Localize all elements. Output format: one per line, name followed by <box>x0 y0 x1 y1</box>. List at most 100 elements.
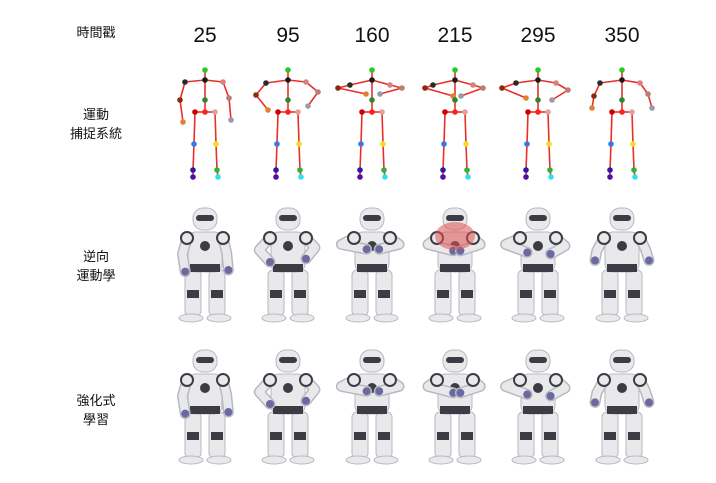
robot-chest-button <box>283 383 293 393</box>
robot-hand-right <box>266 258 274 266</box>
robot-knee-left <box>628 432 640 440</box>
joint-hip-l <box>462 109 468 115</box>
timestamp-350: 350 <box>604 24 640 47</box>
robot-shoulder-right <box>347 231 361 245</box>
joint-torso <box>535 97 541 103</box>
robot-hand-left <box>224 408 233 416</box>
timestamp-295: 295 <box>520 24 556 47</box>
skeleton-bone <box>548 143 551 171</box>
joint-foot-r <box>357 174 363 180</box>
robot-hand-left <box>645 398 653 407</box>
timestamp-215: 215 <box>437 24 473 47</box>
joint-wrist-l <box>228 117 234 123</box>
joint-foot-r <box>607 174 613 180</box>
skeleton-bone <box>379 87 403 95</box>
robot-knee-left <box>461 290 473 298</box>
joint-ankle-l <box>464 167 470 173</box>
robot-foot-left <box>289 455 315 465</box>
robot-knee-left <box>628 290 640 298</box>
joint-shoulder-l <box>387 82 393 88</box>
robot-foot-left <box>456 455 482 465</box>
skeleton-bone <box>460 87 484 97</box>
joint-torso <box>285 97 291 103</box>
skeleton-bone <box>192 143 195 171</box>
joint-foot-l <box>548 174 554 180</box>
robot-shoulder-right <box>597 231 611 245</box>
row-label-mocap: 運動 捕捉系統 <box>69 108 122 142</box>
joint-knee-l <box>380 141 386 147</box>
joint-hip-r <box>609 109 615 115</box>
joint-ankle-r <box>607 167 613 173</box>
joint-ankle-l <box>214 167 220 173</box>
robot-hand-left <box>456 388 465 397</box>
skeleton-bone <box>297 111 300 145</box>
skeleton-bone <box>359 143 362 171</box>
robot-chest-button <box>200 241 210 251</box>
robot-foot-right <box>595 455 621 465</box>
joint-torso <box>202 97 208 103</box>
robot-hip-band <box>607 406 637 414</box>
skeleton-bone <box>204 79 224 83</box>
robot-hip-band <box>357 264 387 272</box>
robot-shoulder-left <box>299 231 313 245</box>
skeleton-bone <box>621 79 641 84</box>
robot-hip-band <box>190 264 220 272</box>
robot-ik-160 <box>335 207 405 323</box>
robot-knee-right <box>187 290 199 298</box>
skeleton-bone <box>599 79 623 84</box>
joint-shoulder-l <box>303 79 309 85</box>
robot-foot-right <box>178 313 204 323</box>
joint-ankle-r <box>523 167 529 173</box>
robot-hand-right <box>362 387 371 396</box>
robot-foot-left <box>456 313 482 323</box>
joint-shoulder-l <box>220 79 226 85</box>
robot-eyes <box>446 215 464 221</box>
joint-knee-r <box>608 141 614 147</box>
joint-knee-r <box>274 141 280 147</box>
robot-knee-left <box>544 432 556 440</box>
joint-hip-r <box>359 109 365 115</box>
joint-shoulder-r <box>597 80 603 86</box>
skeleton-bone <box>501 87 527 99</box>
joint-foot-l <box>465 174 471 180</box>
joint-ankle-r <box>357 167 363 173</box>
robot-ik-350 <box>589 207 655 323</box>
joint-head <box>369 67 375 73</box>
skeleton-bone <box>464 111 467 145</box>
joint-shoulder-l <box>553 80 559 86</box>
joint-hip-r <box>525 109 531 115</box>
joint-wrist-l <box>458 93 464 99</box>
robot-knee-left <box>378 290 390 298</box>
robot-chest-button <box>617 383 627 393</box>
joint-hip-l <box>545 109 551 115</box>
robot-eyes <box>613 357 631 363</box>
robot-eyes <box>279 357 297 363</box>
collision-highlight-215 <box>435 222 475 250</box>
joint-ankle-l <box>297 167 303 173</box>
joint-hip-r <box>442 109 448 115</box>
joint-foot-r <box>440 174 446 180</box>
skeleton-215 <box>422 67 486 180</box>
timestamp-95: 95 <box>276 24 300 47</box>
robot-eyes <box>529 357 547 363</box>
skeleton-bone <box>255 94 269 111</box>
robot-knee-right <box>604 432 616 440</box>
robot-eyes <box>196 357 214 363</box>
joint-wrist-r <box>180 119 186 125</box>
joint-elbow-r <box>253 92 259 98</box>
robot-shoulder-left <box>299 373 313 387</box>
joint-foot-l <box>215 174 221 180</box>
robot-shoulder-right <box>263 373 277 387</box>
joint-knee-r <box>191 141 197 147</box>
robot-shoulder-left <box>216 373 230 387</box>
skeleton-bone <box>526 111 529 145</box>
joint-neck <box>202 77 208 83</box>
robot-foot-left <box>373 313 399 323</box>
robot-foot-right <box>345 313 371 323</box>
joint-hip-c <box>202 109 208 115</box>
joint-wrist-l <box>649 105 655 111</box>
robot-hand-right <box>523 248 532 257</box>
joint-hip-r <box>275 109 281 115</box>
robot-shoulder-left <box>466 373 480 387</box>
robot-foot-right <box>428 313 454 323</box>
